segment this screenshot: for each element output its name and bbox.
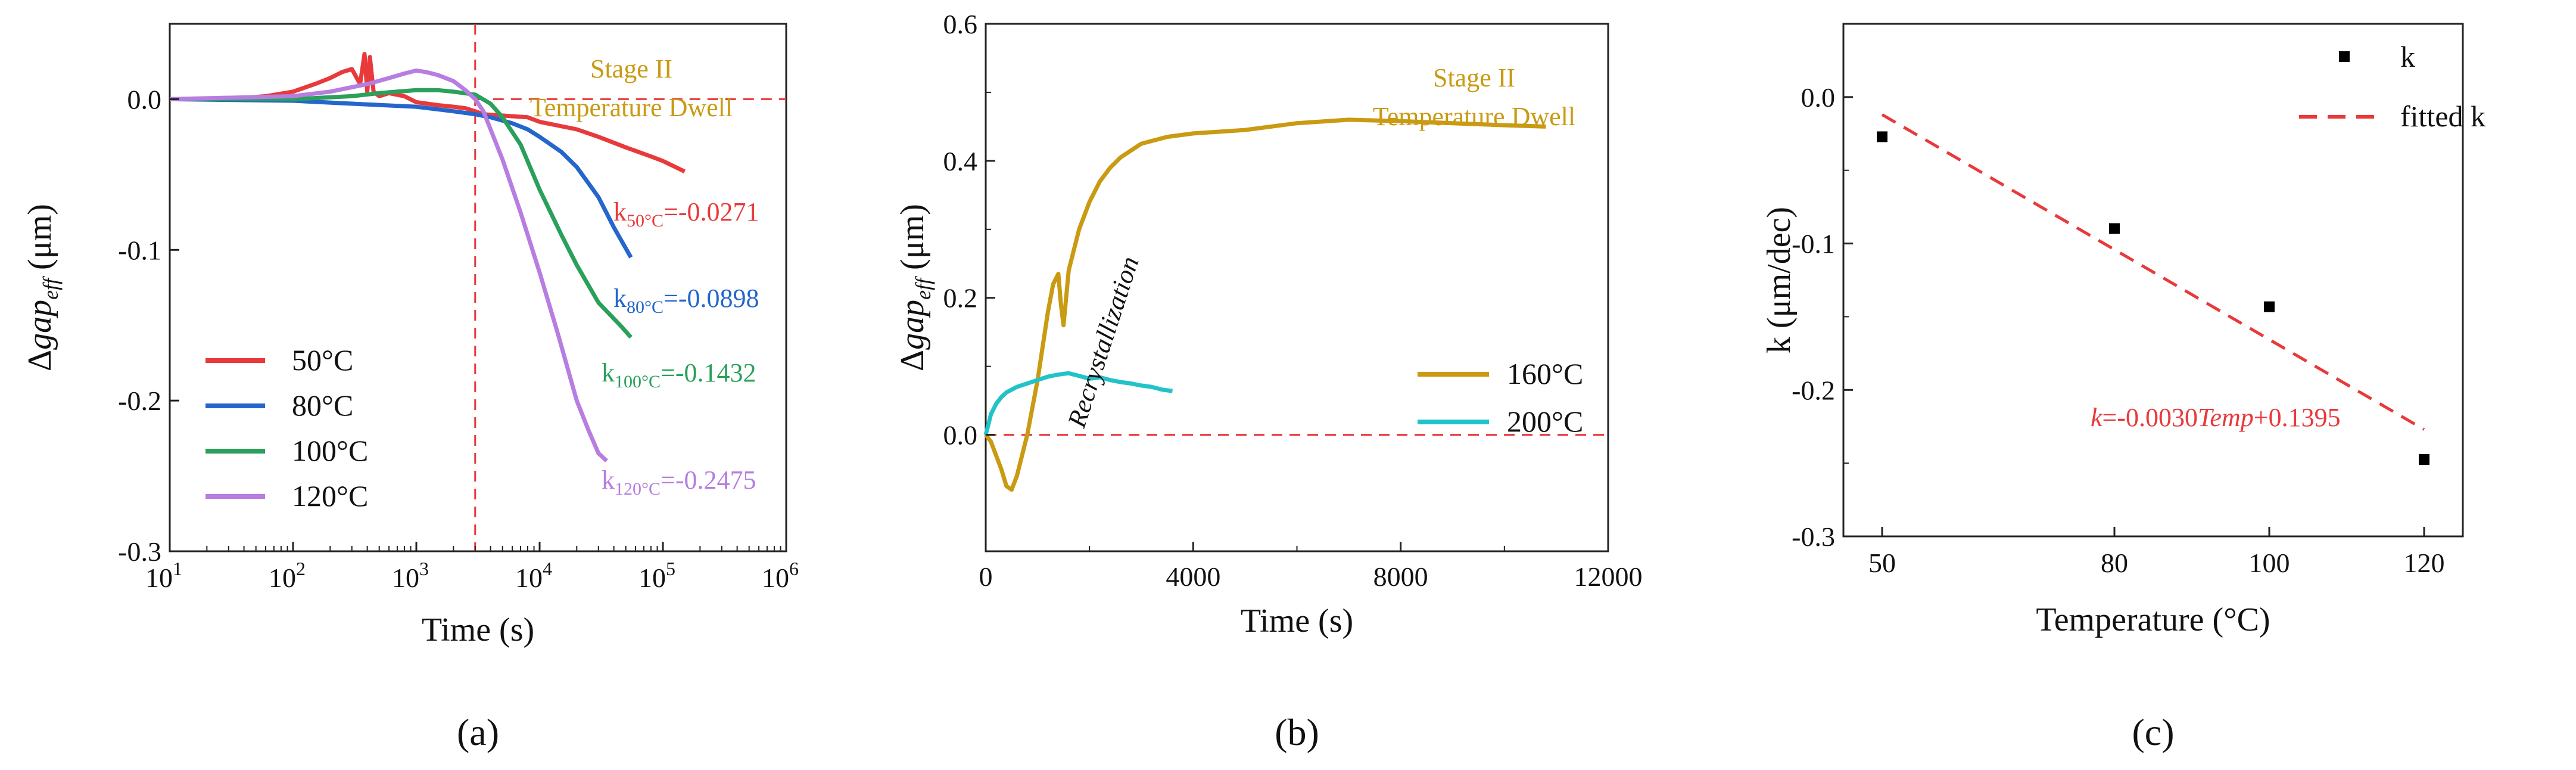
panel-c-x-tick-label: 120 <box>2404 548 2445 578</box>
panel-b-x-tick-label: 12000 <box>1574 561 1643 592</box>
panel-a-k-annotation: k120°C=-0.2475 <box>602 465 756 499</box>
panel-c-data-point <box>1877 131 1887 142</box>
panel-b-y-tick-label: 0.4 <box>943 146 978 176</box>
panel-a-y-tick-label: -0.2 <box>118 386 161 416</box>
panel-a-y-tick-label: -0.3 <box>118 536 161 567</box>
panel-c-label: (c) <box>2132 711 2174 753</box>
panel-c-x-tick-label: 50 <box>1868 548 1896 578</box>
panel-a-label: (a) <box>457 711 499 753</box>
panel-c-legend-marker <box>2339 51 2350 62</box>
panel-a-k-annotation: k50°C=-0.0271 <box>613 197 759 231</box>
panel-c-x-tick-label: 80 <box>2101 548 2128 578</box>
panel-b-stage-label-line1: Stage II <box>1433 63 1515 92</box>
panel-a-k-annotation: k80°C=-0.0898 <box>613 284 759 317</box>
panel-c-fit-line <box>1881 113 2425 431</box>
panel-c-legend-label: fitted k <box>2400 100 2485 133</box>
panel-b-x-tick-label: 4000 <box>1166 561 1220 592</box>
panel-a-x-tick-label: 103 <box>392 558 429 593</box>
panel-b-y-axis-label: Δgapeff (μm) <box>894 204 935 371</box>
panel-b-stage-label-line2: Temperature Dwell <box>1373 102 1575 131</box>
panel-b-label: (b) <box>1275 711 1319 753</box>
panel-a-y-tick-label: -0.1 <box>118 235 161 265</box>
panel-c-x-tick-label: 100 <box>2249 548 2290 578</box>
panel-c-y-tick-label: 0.0 <box>1801 82 1836 113</box>
panel-c-data-point <box>2109 223 2120 234</box>
panel-a-legend-label: 80°C <box>292 389 353 422</box>
panel-b-x-axis-label: Time (s) <box>1241 603 1353 639</box>
panel-a-legend-label: 100°C <box>292 434 368 467</box>
panel-c-y-axis-label: k (μm/dec) <box>1761 207 1798 353</box>
panel-c-y-tick-label: -0.3 <box>1792 521 1835 552</box>
panel-c-fit-equation: k=-0.0030Temp+0.1395 <box>2091 403 2341 432</box>
panel-b: 0 4000 8000 12000 0.0 0.2 0.4 0.6 Stage II Tem… <box>894 9 1643 753</box>
panel-b-y-tick-label: 0.6 <box>943 9 978 39</box>
panel-a-x-tick-label: 101 <box>145 558 182 593</box>
panel-b-x-tick-label: 0 <box>979 561 993 592</box>
panel-c-data-point <box>2419 454 2429 465</box>
panel-b-y-tick-label: 0.0 <box>943 420 978 451</box>
panel-a-x-tick-label: 102 <box>269 558 306 593</box>
panel-b-recrystallization-label: Recrystallization <box>1062 253 1145 431</box>
panel-a: 101 102 103 104 105 106 0.0 -0.1 -0.2 -0.3 Stage… <box>21 23 799 753</box>
panel-a-y-tick-label: 0.0 <box>127 84 162 114</box>
panel-a-x-tick-label: 106 <box>762 558 799 593</box>
panel-a-y-axis-label: Δgapeff (μm) <box>21 204 63 371</box>
panel-a-series-50c <box>170 52 686 173</box>
panel-a-legend-label: 120°C <box>292 479 368 513</box>
panel-c-x-axis-label: Temperature (°C) <box>2036 601 2270 638</box>
panel-a-stage-label-line1: Stage II <box>590 54 672 83</box>
panel-a-x-tick-label: 105 <box>638 558 675 593</box>
panel-b-legend-label: 160°C <box>1507 357 1583 390</box>
panel-a-legend-label: 50°C <box>292 343 353 377</box>
panel-a-series-120c <box>169 68 608 462</box>
panel-a-x-tick-label: 104 <box>515 558 552 593</box>
panel-c-data-point <box>2264 301 2275 312</box>
panel-c-y-tick-label: -0.2 <box>1792 375 1835 405</box>
panel-b-series-160c <box>984 117 1546 492</box>
panel-c: 50 80 100 120 0.0 -0.1 -0.2 -0.3 k=-0.0030Temp… <box>1761 23 2485 753</box>
panel-c-frame <box>1842 23 2464 538</box>
panel-a-series-80c <box>169 97 633 259</box>
panel-b-legend-label: 200°C <box>1507 405 1583 438</box>
panel-a-frame <box>169 23 787 552</box>
panel-b-series-200c <box>983 371 1173 436</box>
panel-c-y-tick-label: -0.1 <box>1792 229 1835 259</box>
panel-b-x-tick-label: 8000 <box>1373 561 1428 592</box>
panel-a-stage-label-line2: Temperature Dwell <box>530 93 733 122</box>
panel-c-legend-label: k <box>2400 40 2415 73</box>
panel-a-series-100c <box>170 88 633 339</box>
panel-a-k-annotation: k100°C=-0.1432 <box>602 358 756 392</box>
panel-a-x-axis-label: Time (s) <box>422 611 534 648</box>
panel-b-y-tick-label: 0.2 <box>943 283 978 313</box>
